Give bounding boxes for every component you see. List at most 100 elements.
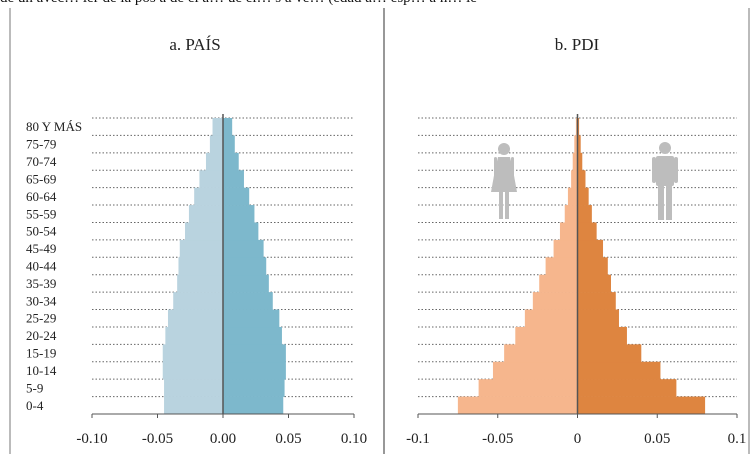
bar-right-80 Y MÁS: [577, 118, 580, 136]
bar-left-50-54: [185, 222, 223, 241]
x-tick-label: -0.1: [406, 431, 430, 447]
bar-left-55-59: [564, 205, 578, 223]
bar-right-45-49: [223, 239, 264, 258]
category-label: 50-54: [26, 224, 57, 239]
category-label: 35-39: [26, 276, 56, 291]
bar-left-35-39: [539, 274, 578, 293]
bar-right-15-19: [223, 344, 286, 363]
category-label: 70-74: [26, 154, 57, 169]
category-label: 45-49: [26, 241, 56, 256]
x-tick-label: -0.10: [76, 431, 107, 447]
x-tick-label: -0.05: [482, 431, 513, 447]
bar-right-70-74: [223, 152, 239, 171]
bar-left-60-64: [567, 187, 578, 206]
bar-left-50-54: [559, 222, 578, 241]
x-tick-label: 0.05: [644, 431, 670, 447]
bar-right-65-69: [223, 170, 244, 188]
bar-left-15-19: [504, 344, 578, 363]
category-label: 20-24: [26, 328, 57, 343]
bar-left-55-59: [188, 205, 223, 223]
bar-left-5-9: [164, 379, 223, 397]
bar-left-80 Y MÁS: [212, 118, 223, 136]
bar-left-70-74: [572, 152, 578, 171]
bar-right-25-29: [223, 309, 280, 328]
bar-left-70-74: [205, 152, 223, 171]
bar-right-55-59: [223, 205, 255, 223]
bar-right-50-54: [577, 222, 597, 241]
bar-left-40-44: [178, 257, 223, 276]
bar-right-65-69: [577, 170, 586, 188]
x-tick-label: -0.05: [142, 431, 173, 447]
panel-b-title: b. PDI: [555, 35, 600, 54]
bar-right-55-59: [577, 205, 592, 223]
bar-left-75-79: [209, 135, 223, 154]
category-label: 30-34: [26, 293, 57, 308]
x-tick-label: 0: [574, 431, 582, 447]
bar-left-5-9: [478, 379, 578, 397]
bar-right-5-9: [577, 379, 677, 397]
female-figure-icon: [491, 143, 517, 219]
category-label: 65-69: [26, 171, 56, 186]
bar-left-20-24: [515, 326, 578, 345]
bar-left-25-29: [167, 309, 223, 328]
bar-right-60-64: [223, 187, 250, 206]
bar-left-65-69: [199, 170, 223, 188]
panel-a-title: a. PAÍS: [169, 35, 220, 54]
bar-left-0-4: [457, 396, 578, 415]
bar-right-60-64: [577, 187, 589, 206]
bar-left-45-49: [553, 239, 578, 258]
bar-right-30-34: [223, 292, 273, 310]
bar-right-50-54: [223, 222, 259, 241]
bar-right-30-34: [577, 292, 616, 310]
category-label: 55-59: [26, 206, 56, 221]
bar-left-15-19: [162, 344, 223, 363]
bar-left-10-14: [162, 361, 223, 380]
bar-left-40-44: [545, 257, 578, 276]
bar-right-45-49: [577, 239, 604, 258]
bar-right-80 Y MÁS: [223, 118, 233, 136]
x-tick-label: 0.00: [210, 431, 236, 447]
bar-left-30-34: [532, 292, 578, 310]
category-label: 40-44: [26, 259, 57, 274]
bar-left-20-24: [165, 326, 223, 345]
bar-left-45-49: [179, 239, 223, 258]
bar-right-25-29: [577, 309, 619, 328]
bar-left-60-64: [194, 187, 223, 206]
bar-right-40-44: [223, 257, 267, 276]
bar-left-35-39: [177, 274, 223, 293]
bar-right-35-39: [223, 274, 269, 293]
bar-left-10-14: [492, 361, 578, 380]
bar-right-35-39: [577, 274, 611, 293]
category-label: 75-79: [26, 137, 56, 152]
x-tick-label: 0.1: [728, 431, 747, 447]
category-label: 25-29: [26, 311, 56, 326]
x-tick-label: 0.10: [341, 431, 367, 447]
bar-right-5-9: [223, 379, 285, 397]
bar-right-10-14: [223, 361, 286, 380]
bar-right-20-24: [577, 326, 627, 345]
category-label: 10-14: [26, 363, 57, 378]
bar-left-75-79: [574, 135, 578, 154]
bar-right-40-44: [577, 257, 608, 276]
panel-a-chart: a. PAÍS -0.10 -0.05 0.00 0.05 0.10 0-4 5-9 10-14…: [26, 35, 367, 447]
bar-left-65-69: [571, 170, 578, 188]
x-tick-label: 0.05: [275, 431, 301, 447]
bar-right-0-4: [577, 396, 706, 415]
category-label: 80 Y MÁS: [26, 119, 82, 134]
bar-left-80 Y MÁS: [575, 118, 578, 136]
male-figure-icon: [652, 142, 678, 220]
top-caption: de un avec… ier de la pos a de el a… ue …: [0, 0, 751, 8]
bar-right-20-24: [223, 326, 282, 345]
category-label: 0-4: [26, 398, 44, 413]
bar-right-75-79: [577, 135, 581, 154]
bar-right-15-19: [577, 344, 642, 363]
bar-right-0-4: [223, 396, 284, 415]
bar-left-25-29: [524, 309, 578, 328]
bar-right-70-74: [577, 152, 583, 171]
category-label: 60-64: [26, 189, 57, 204]
bar-left-30-34: [173, 292, 223, 310]
bar-left-0-4: [164, 396, 223, 415]
category-label: 15-19: [26, 346, 56, 361]
panel-b-chart: b. PDI -0.1 -0.05 0 0.05 0.1: [406, 35, 746, 447]
